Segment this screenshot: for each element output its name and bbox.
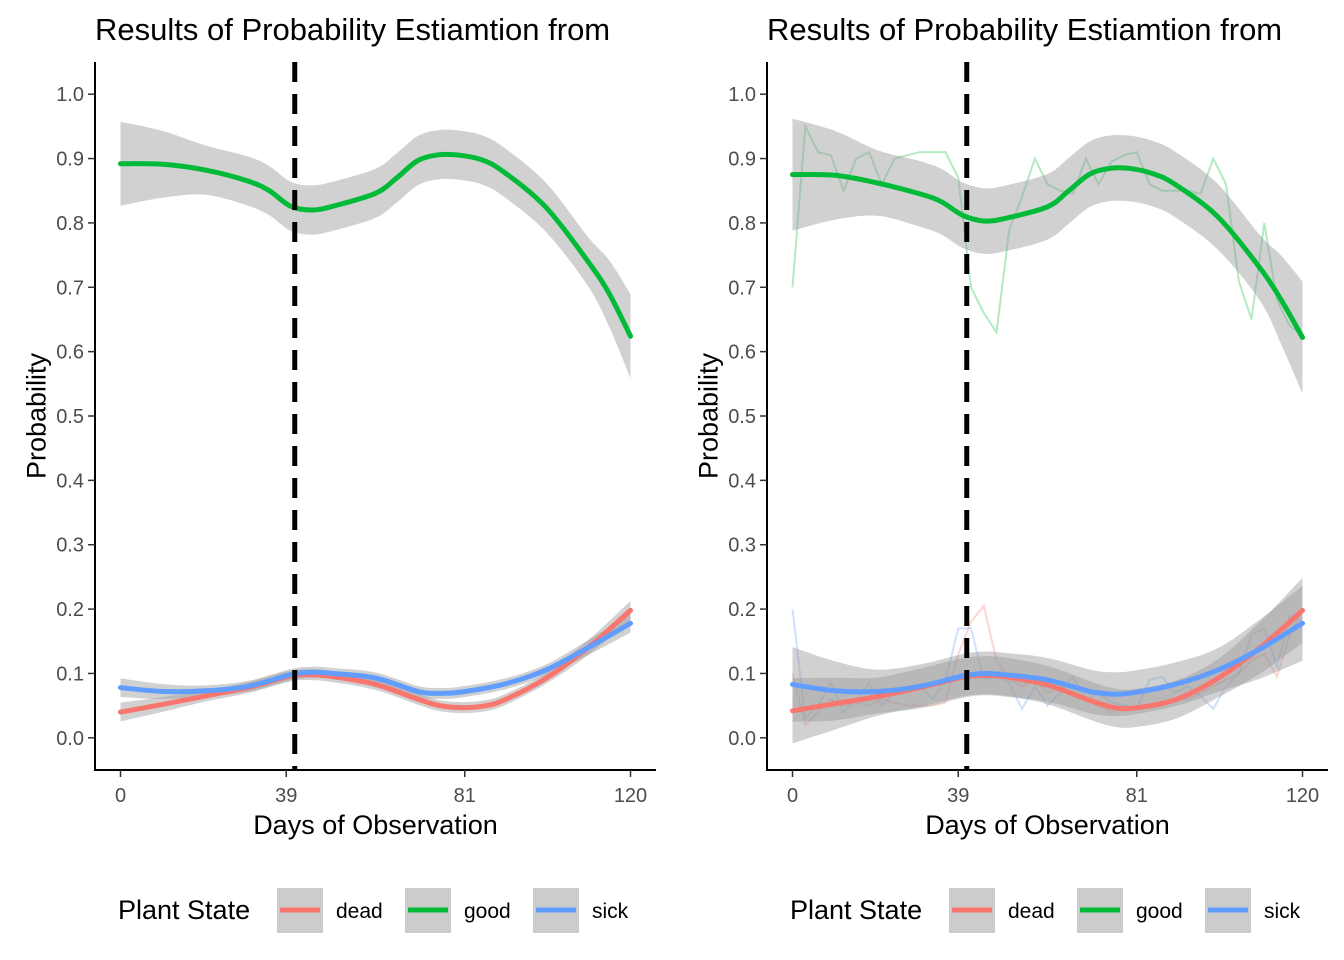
- y-tick-label: 0.8: [728, 213, 756, 235]
- legend-item-good: good: [1077, 888, 1183, 933]
- legend-label: good: [464, 900, 511, 923]
- y-tick-label: 0.9: [728, 149, 756, 171]
- chart-title: Results of Probability Estiamtion from: [767, 12, 1282, 47]
- legend-label: sick: [592, 900, 629, 923]
- smooth-line-good: [790, 165, 1305, 340]
- y-tick-label: 0.4: [728, 470, 756, 492]
- y-tick-label: 1.0: [56, 84, 84, 106]
- y-tick-label: 1.0: [728, 84, 756, 106]
- legend-item-sick: sick: [533, 888, 629, 933]
- confidence-band-dead: [120, 601, 631, 722]
- x-tick-label: 39: [275, 785, 297, 807]
- x-tick-label: 0: [787, 785, 798, 807]
- legend: Plant State dead good sick: [118, 888, 629, 933]
- legend: Plant State dead good sick: [790, 888, 1301, 933]
- y-tick-label: 0.9: [56, 149, 84, 171]
- smooth-line-sick: [118, 620, 633, 696]
- plot-area: [118, 62, 633, 770]
- x-tick-label: 120: [614, 785, 647, 807]
- y-tick-label: 0.2: [56, 599, 84, 621]
- legend-label: sick: [1264, 900, 1301, 923]
- y-tick-label: 0.5: [56, 406, 84, 428]
- chart-panel-2: Results of Probability Estiamtion from 0.…: [693, 12, 1328, 933]
- confidence-band-good: [792, 118, 1303, 394]
- y-tick-label: 0.7: [56, 277, 84, 299]
- smooth-line-dead: [118, 607, 633, 715]
- y-tick-label: 0.1: [56, 663, 84, 685]
- y-tick-label: 0.5: [728, 406, 756, 428]
- chart-title: Results of Probability Estiamtion from: [95, 12, 610, 47]
- smooth-line-dead: [790, 607, 1305, 714]
- raw-line-good: [791, 122, 1304, 337]
- y-tick-label: 0.6: [728, 342, 756, 364]
- y-tick-label: 0.0: [56, 728, 84, 750]
- chart-panel-1: Results of Probability Estiamtion from 0.…: [21, 12, 656, 933]
- confidence-band-good: [120, 121, 631, 379]
- legend-label: good: [1136, 900, 1183, 923]
- plot-area: [790, 62, 1305, 770]
- legend-item-sick: sick: [1205, 888, 1301, 933]
- y-axis-title: Probability: [693, 352, 723, 479]
- y-tick-label: 0.6: [56, 342, 84, 364]
- y-tick-label: 0.2: [728, 599, 756, 621]
- x-tick-label: 120: [1286, 785, 1319, 807]
- x-tick-label: 39: [947, 785, 969, 807]
- y-tick-label: 0.3: [728, 535, 756, 557]
- legend-item-good: good: [405, 888, 511, 933]
- smooth-line-good: [118, 151, 633, 339]
- smooth-line-sick: [790, 620, 1305, 697]
- legend-item-dead: dead: [277, 888, 383, 933]
- legend-label: dead: [1008, 900, 1055, 923]
- legend-title: Plant State: [790, 895, 922, 925]
- y-tick-label: 0.0: [728, 728, 756, 750]
- confidence-band-sick: [792, 585, 1303, 722]
- x-tick-label: 0: [115, 785, 126, 807]
- legend-label: dead: [336, 900, 383, 923]
- legend-title: Plant State: [118, 895, 250, 925]
- y-tick-label: 0.7: [728, 277, 756, 299]
- y-tick-label: 0.8: [56, 213, 84, 235]
- x-axis-title: Days of Observation: [925, 810, 1170, 840]
- raw-line-dead: [791, 603, 1304, 727]
- y-tick-label: 0.4: [56, 470, 84, 492]
- y-tick-label: 0.1: [728, 663, 756, 685]
- x-axis-title: Days of Observation: [253, 810, 498, 840]
- x-tick-label: 81: [454, 785, 476, 807]
- y-axis-title: Probability: [21, 352, 51, 479]
- y-tick-label: 0.3: [56, 535, 84, 557]
- legend-item-dead: dead: [949, 888, 1055, 933]
- x-tick-label: 81: [1126, 785, 1148, 807]
